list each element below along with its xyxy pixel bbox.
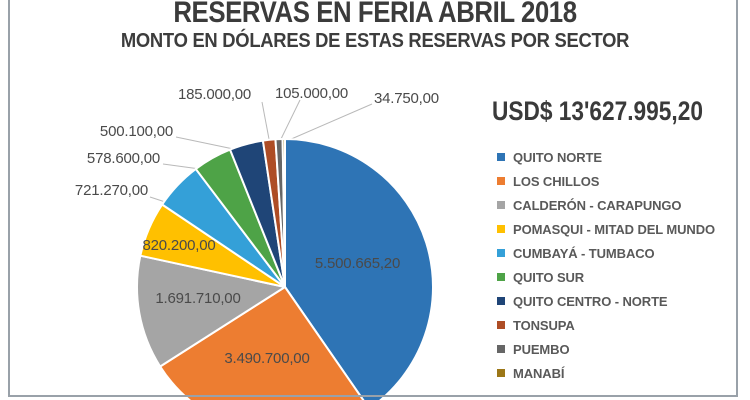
label-leader-line (288, 103, 373, 141)
legend-item-pomasqui-mitad-del-mundo: POMASQUI - MITAD DEL MUNDO (497, 217, 715, 241)
slice-value-label: 721.270,00 (74, 182, 148, 199)
legend-item-manabi: MANABÍ (497, 361, 715, 385)
slice-value-label: 185.000,00 (178, 86, 252, 103)
slice-value-label: 3.490.700,00 (224, 350, 310, 367)
legend-swatch (497, 273, 505, 281)
legend-label: CALDERÓN - CARAPUNGO (513, 197, 682, 213)
chart-subtitle: MONTO EN DÓLARES DE ESTAS RESERVAS POR S… (120, 30, 630, 52)
label-leader-line (280, 99, 301, 140)
legend-swatch (497, 201, 505, 209)
legend-label: LOS CHILLOS (513, 173, 600, 189)
slice-value-label: 105.000,00 (275, 85, 349, 102)
legend-item-quito-norte: QUITO NORTE (497, 145, 715, 169)
pie-slice (136, 254, 286, 368)
legend: QUITO NORTE LOS CHILLOS CALDERÓN - CARAP… (497, 145, 715, 385)
legend-label: TONSUPA (513, 317, 575, 333)
legend-swatch (497, 369, 505, 377)
slice-value-label: 1.691.710,00 (155, 290, 241, 307)
legend-item-los-chillos: LOS CHILLOS (497, 169, 715, 193)
slice-value-label: 5.500.665,20 (314, 255, 401, 272)
total-amount: USD$ 13'627.995,20 (492, 96, 703, 126)
slice-value-label: 34.750,00 (374, 90, 439, 107)
legend-item-puembo: PUEMBO (497, 337, 715, 361)
legend-item-calderon-carapungo: CALDERÓN - CARAPUNGO (497, 193, 715, 217)
legend-label: QUITO CENTRO - NORTE (513, 293, 668, 309)
legend-item-tonsupa: TONSUPA (497, 313, 715, 337)
legend-item-cumbaya-tumbaco: CUMBAYÁ - TUMBACO (497, 241, 715, 265)
label-leader-line (261, 101, 270, 140)
legend-label: QUITO NORTE (513, 149, 602, 165)
slice-value-label: 500.100,00 (99, 123, 173, 140)
legend-label: QUITO SUR (513, 269, 585, 285)
legend-label: POMASQUI - MITAD DEL MUNDO (513, 221, 716, 237)
slice-value-label: 820.200,00 (142, 237, 216, 254)
pie-slices (136, 138, 434, 400)
legend-swatch (497, 225, 505, 233)
pie-slice (281, 138, 286, 288)
legend-swatch (497, 297, 505, 305)
legend-swatch (497, 345, 505, 353)
legend-swatch (497, 249, 505, 257)
legend-label: MANABÍ (513, 365, 565, 381)
legend-item-quito-centro-norte: QUITO CENTRO - NORTE (497, 289, 715, 313)
legend-swatch (497, 321, 505, 329)
chart-title: RESERVAS EN FERIA ABRIL 2018 (173, 0, 577, 29)
pie-slice (159, 286, 365, 400)
slice-value-label: 578.600,00 (86, 150, 160, 167)
legend-swatch (497, 177, 505, 185)
pie-slice (284, 138, 434, 400)
legend-swatch (497, 153, 505, 161)
legend-label: PUEMBO (513, 341, 570, 357)
legend-label: CUMBAYÁ - TUMBACO (513, 245, 655, 261)
legend-item-quito-sur: QUITO SUR (497, 265, 715, 289)
